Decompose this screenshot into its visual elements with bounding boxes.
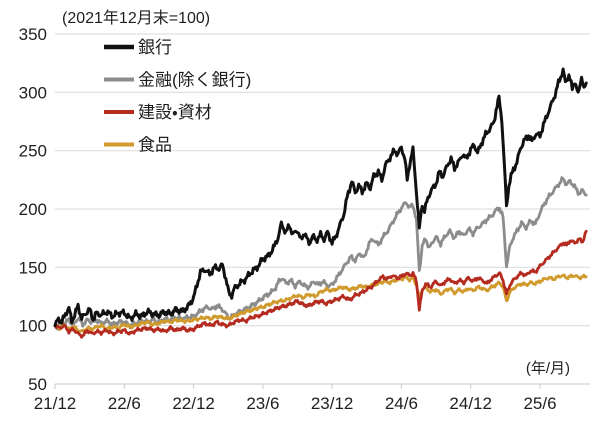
y-tick-label-300: 300 [19,83,47,102]
y-tick-label-350: 350 [19,25,47,44]
x-tick-label-23/12: 23/12 [311,394,354,413]
x-tick-label-25/6: 25/6 [523,394,556,413]
legend-label-3: 食品 [138,135,172,154]
legend-item-0: 銀行 [104,38,172,57]
y-tick-label-200: 200 [19,200,47,219]
series-line-0 [53,67,588,328]
x-axis-unit-label: (年/月) [526,360,570,377]
y-tick-label-250: 250 [19,142,47,161]
x-tick-label-24/6: 24/6 [385,394,418,413]
y-tick-label-50: 50 [28,375,47,394]
series-line-2 [53,229,588,339]
x-tick-label-22/12: 22/12 [172,394,215,413]
x-tick-label-21/12: 21/12 [34,394,77,413]
chart-title: (2021年12月末=100) [62,9,210,27]
y-tick-label-150: 150 [19,258,47,277]
y-tick-labels: 50 100 150 200 250 300 350 [19,25,47,394]
x-tick-label-22/6: 22/6 [108,394,141,413]
legend-label-0: 銀行 [138,38,172,57]
gridlines [55,33,590,385]
x-axis [54,384,541,389]
legend-item-2: 建設・資材 [104,103,212,122]
legend-label-2: 建設・資材 [138,103,212,122]
x-tick-label-24/12: 24/12 [449,394,492,413]
series-line-1 [53,176,588,331]
series-lines [53,67,588,339]
legend-item-3: 食品 [104,135,172,154]
x-tick-labels: 21/12 22/6 22/12 23/6 23/12 24/6 24/12 25/6 [34,394,557,413]
y-tick-label-100: 100 [19,317,47,336]
legend-label-1: 金融(除く銀行) [138,70,251,89]
x-tick-label-23/6: 23/6 [246,394,279,413]
series-line-3 [53,273,588,334]
legend-item-1: 金融(除く銀行) [104,70,251,89]
